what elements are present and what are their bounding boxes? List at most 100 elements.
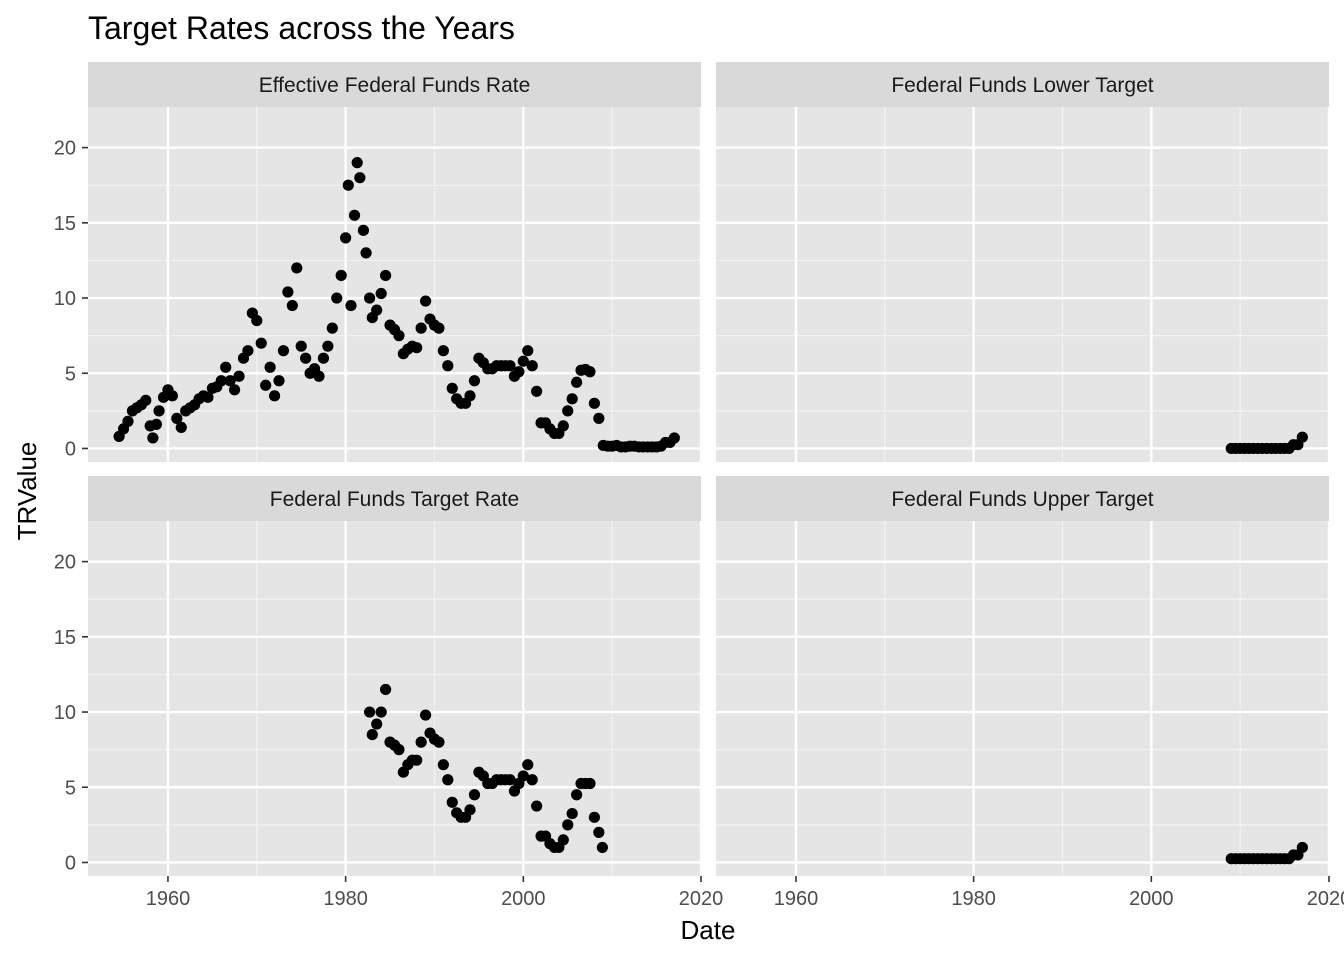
data-point [224, 375, 236, 387]
x-axis-title: Date [681, 915, 736, 945]
data-point [357, 224, 370, 236]
data-point [150, 418, 163, 430]
data-point [282, 286, 294, 298]
data-point [468, 789, 481, 801]
data-point [571, 789, 583, 801]
data-point [437, 345, 449, 357]
data-point [364, 706, 376, 718]
data-point [251, 315, 263, 327]
data-point [273, 375, 285, 387]
data-point [291, 262, 303, 274]
data-point [442, 360, 454, 372]
facet-strip-label: Federal Funds Lower Target [891, 74, 1153, 97]
x-tick-label: 2020 [1307, 888, 1344, 910]
x-tick-label: 1960 [146, 888, 191, 910]
data-point [166, 390, 178, 402]
data-point [354, 172, 366, 184]
data-point [342, 179, 354, 191]
y-tick-label: 15 [54, 627, 76, 649]
data-point [419, 295, 432, 307]
facet-strip-label: Effective Federal Funds Rate [259, 74, 531, 97]
x-tick-label: 1980 [951, 888, 996, 910]
chart-title: Target Rates across the Years [88, 10, 515, 46]
facet-strip [716, 476, 1329, 521]
data-point [171, 412, 183, 424]
data-point [522, 345, 534, 357]
data-point [531, 800, 543, 812]
data-point [393, 744, 405, 756]
facet-strip [716, 62, 1329, 107]
facet-panels: Effective Federal Funds Rate05101520Fede… [54, 62, 1344, 910]
data-point [415, 322, 427, 334]
data-point [584, 366, 596, 378]
x-tick-label: 2000 [501, 888, 546, 910]
data-point [504, 360, 516, 372]
data-point [242, 345, 254, 357]
data-point [322, 340, 334, 352]
data-point [380, 269, 392, 282]
data-point [140, 394, 152, 406]
data-point [584, 777, 596, 790]
facet-strip [88, 476, 701, 521]
data-point [366, 729, 378, 741]
data-point [411, 342, 423, 354]
data-point [233, 370, 245, 382]
data-point [446, 796, 458, 808]
data-point [175, 421, 187, 434]
data-point [351, 157, 363, 169]
facet-panel: Effective Federal Funds Rate 0 5 10 15 20 [54, 62, 703, 462]
data-point [562, 405, 574, 417]
data-point [375, 287, 387, 300]
data-point [464, 390, 476, 402]
facet-panel: Federal Funds Upper Target 1960 1980 2000 20… [716, 476, 1344, 910]
data-point [596, 841, 608, 854]
x-tick-label: 1960 [774, 888, 819, 910]
data-point [588, 397, 600, 409]
data-point [122, 415, 134, 427]
data-point [557, 834, 569, 846]
x-tick-label: 2020 [679, 888, 724, 910]
data-point [504, 774, 516, 786]
data-point [557, 420, 569, 432]
data-point [345, 299, 357, 312]
facet-strip-label: Federal Funds Target Rate [270, 488, 519, 511]
data-point [255, 337, 267, 349]
data-point [380, 683, 392, 696]
panel-background [716, 521, 1329, 876]
data-point [464, 804, 476, 816]
data-point [517, 355, 529, 367]
data-point [433, 322, 445, 334]
data-point [286, 299, 298, 312]
data-point [593, 826, 605, 838]
data-point [326, 322, 338, 334]
facet-strip [88, 62, 701, 107]
data-point [202, 391, 214, 403]
data-point [513, 366, 525, 378]
data-point [228, 384, 241, 396]
facet-panel: Federal Funds Lower Target [716, 62, 1331, 462]
y-axis-title: TRValue [12, 442, 42, 541]
y-tick-label: 0 [65, 852, 76, 874]
data-point [300, 352, 312, 364]
data-point [446, 382, 458, 394]
data-point [531, 385, 543, 397]
x-tick-label: 1980 [323, 888, 368, 910]
panel-background [88, 107, 701, 462]
y-tick-label: 15 [54, 213, 76, 235]
y-tick-label: 20 [54, 552, 76, 574]
y-tick-label: 10 [54, 702, 76, 724]
data-point [220, 361, 232, 373]
data-point [295, 340, 307, 352]
data-point [566, 393, 578, 405]
data-point [147, 432, 159, 444]
data-point [340, 232, 352, 244]
data-point [526, 360, 538, 372]
data-point [668, 432, 680, 444]
data-point [364, 292, 376, 304]
facet-strip-label: Federal Funds Upper Target [891, 488, 1153, 511]
y-tick-label: 5 [65, 363, 76, 385]
data-point [277, 345, 290, 357]
data-point [335, 269, 347, 282]
x-tick-label: 2000 [1129, 888, 1174, 910]
